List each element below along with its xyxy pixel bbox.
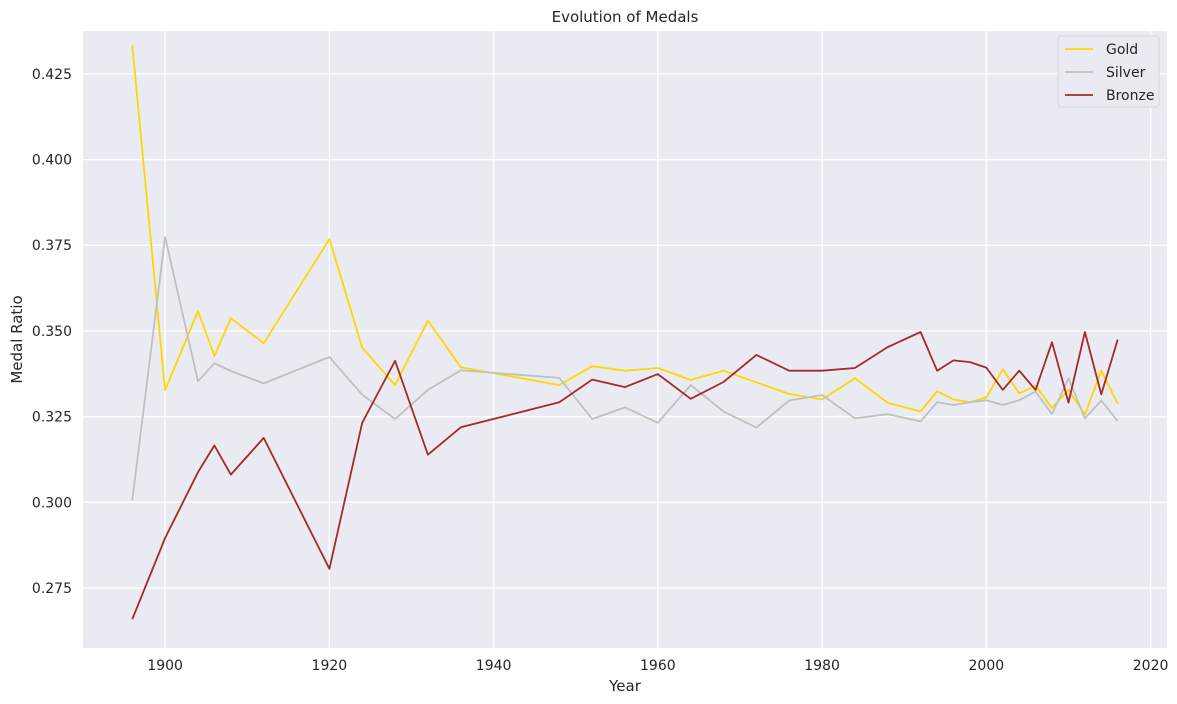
y-tick-label: 0.400 [32,153,72,169]
x-tick-label: 1980 [804,658,840,674]
y-tick-label: 0.425 [32,67,72,83]
y-tick-label: 0.300 [32,495,72,511]
legend: Gold Silver Bronze [1058,36,1159,107]
y-tick-labels: 0.275 0.300 0.325 0.350 0.375 0.400 0.425 [32,67,72,597]
x-tick-label: 1960 [640,658,676,674]
x-axis-label: Year [608,677,642,695]
x-tick-label: 1900 [147,658,183,674]
y-tick-label: 0.375 [32,238,72,254]
chart-title: Evolution of Medals [552,8,699,26]
x-tick-label: 2000 [969,658,1005,674]
y-tick-label: 0.275 [32,581,72,597]
y-tick-label: 0.325 [32,410,72,426]
x-tick-label: 1940 [476,658,512,674]
legend-label-silver: Silver [1106,65,1146,81]
x-tick-labels: 1900 1920 1940 1960 1980 2000 2020 [147,658,1168,674]
x-tick-label: 1920 [312,658,348,674]
y-tick-label: 0.350 [32,324,72,340]
legend-label-bronze: Bronze [1106,88,1154,104]
y-axis-label: Medal Ratio [8,295,26,383]
plot-background [83,31,1167,648]
x-tick-label: 2020 [1133,658,1169,674]
legend-label-gold: Gold [1106,42,1138,58]
